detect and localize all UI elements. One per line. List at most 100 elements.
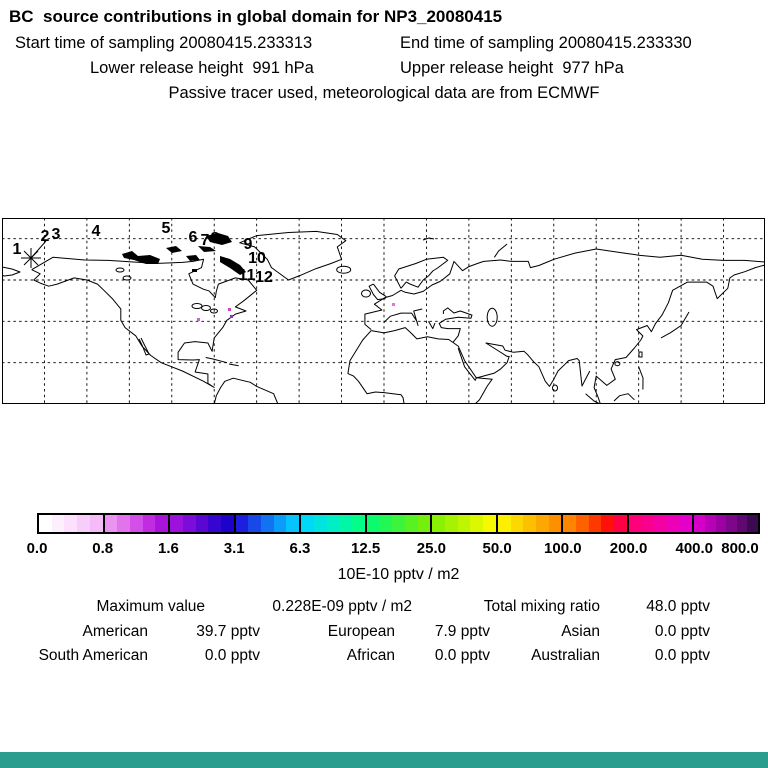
colorbar-cell (726, 515, 737, 532)
colorbar-segment (626, 515, 693, 532)
colorbar-cell (694, 515, 706, 532)
colorbar-cell (654, 515, 668, 532)
colorbar-cell (392, 515, 405, 532)
colorbar-tick-label: 50.0 (482, 540, 512, 557)
colorbar-tick-label: 0.0 (26, 540, 48, 557)
colorbar-segment (39, 515, 103, 532)
stats-value: 0.0 pptv (434, 647, 490, 664)
stats-value: European (327, 623, 395, 640)
colorbar-cell (705, 515, 716, 532)
colorbar-cell (601, 515, 615, 532)
stats-value: 39.7 pptv (196, 623, 260, 640)
colorbar-cell (195, 515, 209, 532)
stats-value: American (82, 623, 148, 640)
colorbar-cell (667, 515, 680, 532)
upper-release-label: Upper release height 977 hPa (400, 59, 624, 77)
colorbar-segment (561, 515, 627, 532)
colorbar-cell (432, 515, 445, 532)
stats-value: 0.0 pptv (654, 623, 710, 640)
colorbar-cell (104, 515, 118, 532)
colorbar-segment (233, 515, 300, 532)
receptor-marker: 4 (91, 223, 101, 241)
colorbar-tick-label: 12.5 (351, 540, 381, 557)
stats-value: 7.9 pptv (434, 623, 490, 640)
colorbar-cell (208, 515, 221, 532)
colorbar-cell (523, 515, 536, 532)
colorbar-cell (286, 515, 300, 532)
colorbar-cell (379, 515, 393, 532)
colorbar-segment (168, 515, 234, 532)
colorbar-cell (588, 515, 602, 532)
page-title: BC source contributions in global domain… (9, 7, 503, 26)
colorbar-cell (457, 515, 471, 532)
receptor-marker: 7 (200, 232, 210, 250)
colorbar-cell (576, 515, 589, 532)
colorbar-cell (352, 515, 365, 532)
colorbar-cell (679, 515, 693, 532)
colorbar-cell (326, 515, 340, 532)
colorbar-cell (366, 515, 380, 532)
colorbar-cell (117, 515, 130, 532)
source-contribution-cell (392, 303, 395, 306)
colorbar-cell (313, 515, 327, 532)
colorbar-segment (495, 515, 562, 532)
colorbar-cell (339, 515, 352, 532)
colorbar-tick-label: 1.6 (158, 540, 179, 557)
colorbar-cell (470, 515, 484, 532)
colorbar-tick-label: 200.0 (609, 540, 648, 557)
colorbar-cell (736, 515, 748, 532)
colorbar-tick-label: 0.8 (92, 540, 114, 557)
stats-value: 48.0 pptv (646, 598, 710, 615)
world-map-coastlines (2, 218, 765, 404)
source-contribution-cell (228, 308, 231, 311)
receptor-marker: 10 (248, 250, 266, 268)
receptor-marker: 12 (255, 269, 273, 287)
colorbar-cell (628, 515, 642, 532)
colorbar-cell (77, 515, 90, 532)
tracer-note-label: Passive tracer used, meteorological data… (168, 84, 600, 102)
colorbar-tick-label: 25.0 (416, 540, 446, 557)
start-time-label: Start time of sampling 20080415.233313 (15, 34, 313, 52)
colorbar-cell (535, 515, 549, 532)
colorbar-cell (483, 515, 496, 532)
colorbar-segment (102, 515, 169, 532)
receptor-marker: 2 (40, 228, 50, 246)
colorbar-tick-label: 400.0 (675, 540, 714, 557)
end-time-label: End time of sampling 20080415.233330 (400, 34, 692, 52)
colorbar-cell (64, 515, 78, 532)
map-border (2, 218, 765, 404)
colorbar-cell (220, 515, 234, 532)
colorbar-cell (273, 515, 287, 532)
colorbar-cell (417, 515, 431, 532)
receptor-marker: 11 (238, 267, 256, 285)
colorbar-cell (51, 515, 65, 532)
colorbar-cell (39, 515, 52, 532)
stats-value: Asian (561, 623, 600, 640)
colorbar-tick-label: 800.0 (721, 540, 759, 557)
colorbar-cell (248, 515, 262, 532)
colorbar-segment (430, 515, 496, 532)
receptor-marker: 1 (12, 241, 22, 259)
colorbar-segment (692, 515, 759, 532)
stats-value: Total mixing ratio (483, 598, 600, 615)
colorbar-cell (497, 515, 511, 532)
receptor-marker: 5 (161, 220, 171, 238)
release-point-star (21, 240, 47, 268)
colorbar-cell (89, 515, 103, 532)
colorbar-cell (182, 515, 196, 532)
colorbar-cell (142, 515, 156, 532)
colorbar-segment (299, 515, 365, 532)
colorbar-tick-label: 100.0 (544, 540, 582, 557)
stats-value: African (346, 647, 395, 664)
colorbar-cell (129, 515, 143, 532)
colorbar-cell (563, 515, 577, 532)
colorbar (37, 513, 760, 534)
receptor-marker: 9 (243, 236, 253, 254)
colorbar-cell (715, 515, 727, 532)
stats-value: South American (38, 647, 148, 664)
colorbar-cell (235, 515, 249, 532)
colorbar-units-label: 10E-10 pptv / m2 (337, 566, 460, 583)
receptor-marker: 6 (188, 229, 198, 247)
colorbar-segment (364, 515, 431, 532)
